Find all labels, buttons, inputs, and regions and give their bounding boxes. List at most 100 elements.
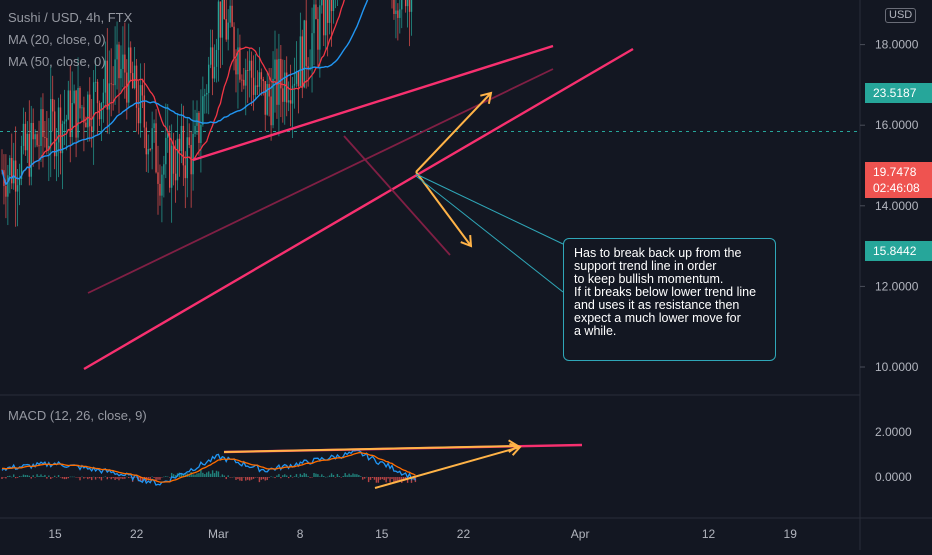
candle-body (13, 160, 15, 184)
macd-histogram-bar (229, 477, 231, 478)
macd-histogram-bar (356, 474, 358, 477)
legend-macd[interactable]: MACD (12, 26, close, 9) (8, 408, 147, 423)
macd-histogram-bar (155, 477, 157, 482)
macd-histogram-bar (375, 477, 378, 483)
chart-title: Sushi / USD, 4h, FTX (8, 10, 133, 25)
candle-body (303, 20, 305, 88)
macd-histogram-bar (395, 477, 397, 483)
candle-body (178, 138, 181, 152)
macd-histogram-bar (227, 475, 229, 477)
candle-body (284, 72, 286, 102)
candle-body (1, 169, 3, 171)
macd-histogram-bar (338, 476, 341, 477)
macd-histogram-bar (270, 476, 272, 477)
time-tick-label: 8 (297, 527, 304, 541)
candle-body (182, 125, 185, 166)
macd-histogram-bar (170, 472, 173, 477)
macd-histogram-bar (391, 477, 393, 480)
price-label-current-value: 19.7478 (873, 165, 917, 179)
candle-body (165, 137, 167, 165)
macd-histogram-bar (161, 477, 163, 478)
macd-histogram-bar (332, 474, 335, 477)
candle-body (163, 164, 165, 175)
candle-body (46, 137, 48, 150)
macd-histogram-bar (383, 477, 385, 481)
macd-histogram-bar (106, 477, 108, 480)
macd-histogram-bar (69, 476, 71, 478)
candle-body (213, 66, 216, 79)
price-tick-label: 18.0000 (875, 38, 919, 52)
macd-histogram-bar (9, 475, 11, 477)
macd-histogram-bar (48, 475, 50, 477)
legend-ma20[interactable]: MA (20, close, 0) (8, 32, 106, 47)
candle-body (184, 165, 186, 179)
macd-histogram-bar (141, 477, 144, 482)
candle-body (161, 174, 163, 196)
time-tick-label: Mar (208, 527, 229, 541)
candle-body (276, 59, 278, 105)
candle-body (239, 47, 241, 80)
candle-body (135, 65, 138, 108)
macd-histogram-bar (252, 477, 255, 479)
macd-histogram-bar (16, 477, 19, 478)
macd-histogram-bar (350, 475, 352, 477)
candle-body (408, 0, 411, 12)
candle-body (67, 90, 69, 120)
candle-body (299, 36, 302, 87)
macd-histogram-bar (221, 474, 224, 477)
time-tick-label: Apr (571, 527, 590, 541)
candle-body (174, 173, 177, 181)
bullish-arrow (415, 91, 493, 173)
macd-top-arrow-shaft (223, 445, 519, 453)
candle-body (229, 5, 231, 23)
candle-body (401, 0, 403, 10)
candle-body (233, 26, 235, 59)
macd-histogram-bar (79, 477, 81, 481)
macd-histogram-bar (46, 477, 48, 479)
candle-body (206, 92, 208, 95)
candles-group (1, 0, 413, 227)
macd-histogram-bar (110, 477, 112, 480)
candle-body (266, 84, 268, 115)
candle-body (289, 100, 292, 104)
candle-body (151, 128, 153, 150)
macd-histogram-bar (297, 476, 300, 478)
macd-histogram-bar (256, 477, 259, 478)
macd-histogram-bar (57, 475, 60, 477)
macd-histogram-bar (75, 477, 77, 478)
macd-histogram-bar (55, 477, 58, 478)
candle-body (211, 47, 214, 79)
candle-body (219, 1, 222, 38)
currency-badge[interactable]: USD (885, 8, 917, 23)
macd-histogram-bar (211, 470, 214, 477)
price-label-upper: 23.5187 (865, 83, 932, 103)
macd-histogram-bar (44, 474, 46, 477)
candle-body (332, 0, 335, 12)
legend-ma50[interactable]: MA (50, close, 0) (8, 54, 106, 69)
candle-body (42, 109, 44, 137)
macd-histogram-bar (147, 477, 149, 479)
candle-body (260, 72, 263, 80)
time-tick-label: 12 (702, 527, 716, 541)
macd-histogram-bar (330, 473, 333, 477)
annotation-connector-top (415, 173, 564, 245)
candle-body (330, 0, 333, 12)
macd-histogram-bar (215, 470, 218, 477)
macd-histogram-bar (217, 471, 220, 477)
time-tick-label: 15 (48, 527, 62, 541)
candle-body (328, 0, 331, 23)
macd-histogram-bar (278, 474, 280, 477)
macd-histogram-bar (406, 477, 409, 483)
macd-histogram-bar (85, 477, 87, 478)
macd-histogram-bar (190, 472, 192, 477)
annotation-note[interactable]: Has to break back up from the support tr… (563, 238, 776, 361)
candle-body (155, 123, 157, 173)
candle-body (248, 60, 251, 71)
candle-body (5, 186, 7, 197)
macd-histogram-bar (250, 477, 253, 480)
candle-body (256, 85, 259, 87)
candle-body (410, 0, 413, 12)
candle-body (63, 121, 66, 124)
